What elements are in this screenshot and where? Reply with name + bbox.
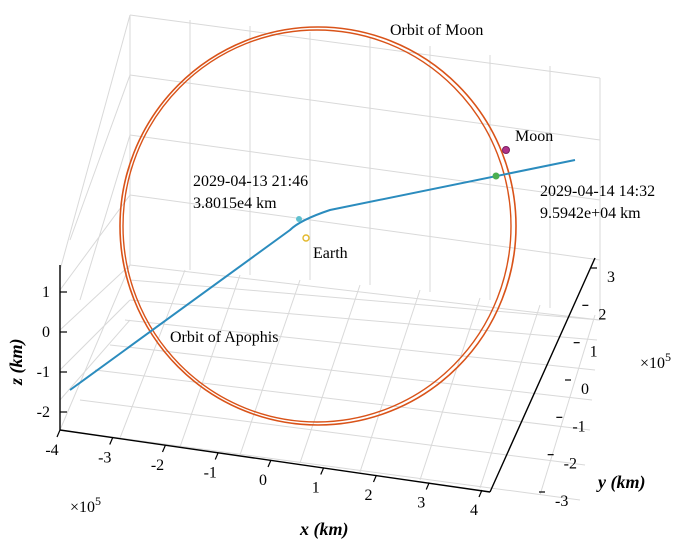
closest-approach-moon-point: [492, 172, 500, 180]
x-tick: [161, 444, 167, 453]
x-tick-label: -2: [151, 457, 164, 474]
x-tick-label: -1: [204, 465, 217, 482]
apophis-orbit-line: [69, 159, 576, 391]
y-tick-label: 0: [581, 381, 589, 398]
x-tick-label: 3: [417, 495, 425, 512]
y-tick-label: 1: [590, 344, 598, 361]
y-axis-line: [489, 257, 596, 493]
x-tick-label: -3: [98, 450, 111, 467]
x-tick: [214, 452, 219, 460]
x-tick-label: 0: [259, 472, 267, 489]
moon-orbit-line: [119, 26, 517, 426]
y-tick-label: 2: [598, 306, 606, 323]
earth-label: Earth: [313, 245, 348, 262]
z-tick-label: -2: [37, 404, 50, 421]
x-tick: [372, 474, 378, 483]
closest-approach-earth-point: [296, 216, 302, 222]
x-exponent: ×105: [70, 494, 101, 516]
y-tick-label: 3: [607, 269, 615, 286]
x-tick: [320, 467, 325, 475]
x-tick: [109, 437, 114, 445]
x-tick-label: 2: [365, 487, 373, 504]
annotation-1-line2: 3.8015e4 km: [193, 195, 277, 212]
y-ticks: 3 2 1 0 -1 -2 -3: [539, 267, 615, 510]
x-tick-label: 1: [312, 480, 320, 497]
z-ticks: 1 0 -1 -2: [37, 284, 67, 421]
annotation-2-line2: 9.5942e+04 km: [540, 205, 641, 222]
z-tick-label: 1: [42, 284, 50, 301]
earth-point: [302, 234, 310, 242]
annotation-2-line1: 2029-04-14 14:32: [540, 183, 655, 200]
grid: [59, 14, 601, 501]
z-tick-label: 0: [42, 324, 50, 341]
apophis-orbit-label: Orbit of Apophis: [170, 329, 278, 346]
y-axis-label: y (km): [596, 472, 645, 493]
moon-orbit-label: Orbit of Moon: [390, 22, 483, 39]
x-tick: [478, 489, 483, 498]
y-tick-label: -1: [572, 418, 585, 435]
y-exponent: ×105: [640, 350, 671, 372]
y-tick-label: -2: [564, 456, 577, 473]
x-tick: [56, 429, 61, 438]
z-tick-label: -1: [37, 364, 50, 381]
x-axis-label: x (km): [299, 519, 349, 540]
y-tick-label: -3: [555, 493, 568, 510]
z-axis-label: z (km): [6, 339, 27, 387]
moon-label: Moon: [515, 128, 553, 145]
x-tick-label: 4: [470, 502, 478, 519]
x-tick: [267, 459, 272, 468]
x-tick: [425, 482, 430, 490]
x-axis-line: [59, 429, 491, 493]
x-tick-label: -4: [45, 442, 58, 459]
moon-point: [502, 146, 510, 154]
moon-orbit-line-inner: [122, 29, 512, 423]
annotation-1-line1: 2029-04-13 21:46: [193, 173, 308, 190]
x-ticks: -4 -3 -2 -1 0 1 2 3 4: [45, 429, 483, 519]
